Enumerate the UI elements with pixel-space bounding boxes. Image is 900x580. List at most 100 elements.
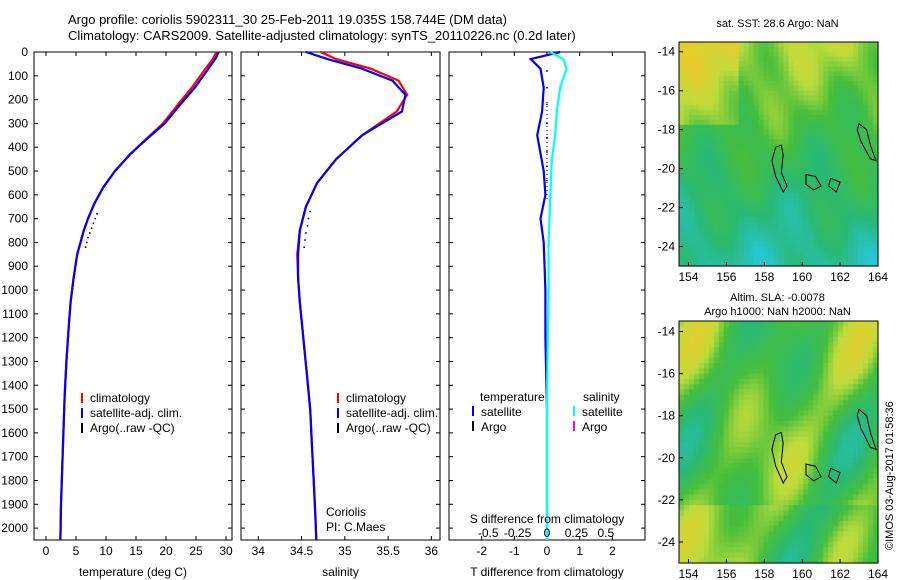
map-cell [868, 173, 874, 179]
map-cell [688, 505, 695, 511]
map-cell [713, 100, 720, 106]
map-cell [833, 326, 839, 333]
map-cell [698, 80, 705, 87]
map-cell [688, 463, 695, 469]
map-cell [758, 436, 765, 443]
map-cell [753, 168, 760, 175]
map-cell [768, 246, 775, 252]
map-cell [683, 457, 690, 464]
map-cell [823, 173, 829, 179]
map-cell [718, 124, 725, 131]
map-cell [778, 197, 785, 204]
map-cell [688, 331, 695, 338]
map-cell [803, 368, 809, 375]
map-cell [763, 526, 770, 533]
map-cell [763, 100, 770, 106]
map-cell [679, 452, 685, 459]
map-cell [758, 510, 765, 517]
map-cell [773, 100, 780, 106]
map-cell [793, 410, 799, 417]
map-cell [783, 478, 790, 485]
map-cell [768, 489, 775, 496]
map-cell [803, 489, 809, 496]
map-cell [838, 326, 844, 333]
map-cell [788, 46, 795, 53]
map-cell [778, 352, 785, 359]
map-cell [753, 494, 760, 501]
map-cell [743, 256, 750, 262]
map-cell [683, 61, 690, 67]
map-cell [843, 326, 849, 333]
map-cell [863, 61, 869, 67]
map-cell [783, 90, 790, 97]
map-cell [703, 144, 710, 150]
map-cell [843, 321, 849, 327]
map-cell [843, 71, 849, 77]
map-cell [713, 61, 720, 67]
map-cell [758, 463, 765, 469]
x-tick-label-s: 0.5 [597, 526, 614, 540]
map-cell [778, 105, 785, 111]
map-cell [843, 336, 849, 343]
map-cell [793, 510, 799, 517]
map-cell [793, 144, 799, 150]
map-cell [718, 442, 725, 448]
map-cell [703, 457, 710, 464]
map-cell [743, 163, 750, 170]
map-cell [708, 246, 715, 252]
map-cell [698, 110, 705, 116]
map-cell [833, 110, 839, 116]
map-cell [748, 547, 755, 554]
map-cell [713, 188, 720, 194]
map-cell [793, 261, 799, 267]
map-cell [733, 399, 740, 406]
map-cell [748, 463, 755, 469]
map-cell [758, 499, 765, 506]
map-cell [763, 71, 770, 77]
map-cell [853, 207, 859, 214]
map-cell [748, 71, 755, 77]
map-cell [808, 499, 814, 506]
map-cell [828, 426, 834, 433]
map-cell [823, 405, 829, 412]
map-cell [683, 246, 690, 252]
map-cell [833, 547, 839, 554]
map-cell [679, 207, 685, 214]
map-cell [828, 71, 834, 77]
map-cell [873, 56, 879, 63]
map-cell [748, 347, 755, 354]
map-cell [768, 124, 775, 131]
map-cell [713, 352, 720, 359]
map-cell [823, 178, 829, 184]
map-cell [703, 499, 710, 506]
map-cell [863, 478, 869, 485]
map-cell [703, 119, 710, 126]
map-cell [833, 552, 839, 559]
map-cell [778, 163, 785, 170]
map-cell [683, 420, 690, 427]
map-cell [838, 129, 844, 136]
map-cell [858, 457, 864, 464]
map-cell [853, 134, 859, 140]
map-cell [723, 505, 730, 511]
map-cell [798, 442, 804, 448]
map-cell [808, 484, 814, 490]
map-cell [713, 552, 720, 559]
map-cell [748, 499, 755, 506]
map-cell [783, 384, 790, 390]
map-cell [688, 222, 695, 228]
map-cell [723, 80, 730, 87]
map-cell [778, 139, 785, 145]
map-cell [768, 192, 775, 199]
map-cell [679, 217, 685, 223]
map-cell [868, 426, 874, 433]
map-cell [688, 394, 695, 401]
map-cell [858, 202, 864, 209]
map-cell [688, 515, 695, 522]
map-cell [783, 76, 790, 82]
map-cell [813, 119, 819, 126]
map-cell [793, 431, 799, 438]
map-cell [868, 246, 874, 252]
map-cell [823, 378, 829, 385]
map-cell [793, 468, 799, 475]
